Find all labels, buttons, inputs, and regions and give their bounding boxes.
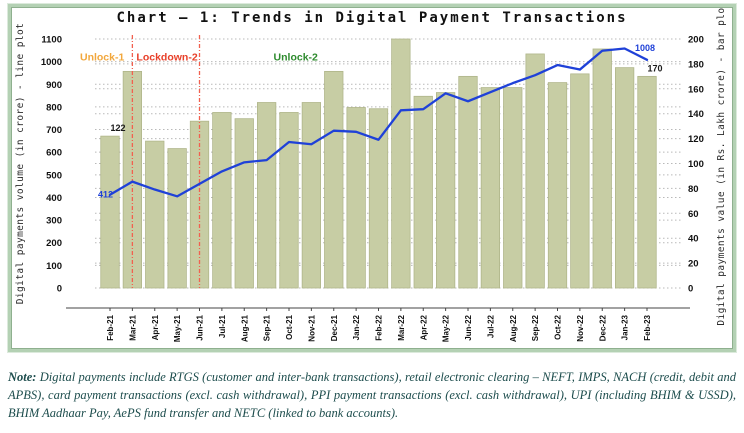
x-tick-Jul-21: Jul-21: [218, 314, 227, 338]
x-tick-Apr-21: Apr-21: [151, 314, 160, 340]
bar-Mar-22: [391, 38, 411, 289]
right-tick-40: 40: [688, 234, 699, 245]
x-tick-Mar-21: Mar-21: [128, 314, 137, 340]
point-label-122: 122: [110, 123, 125, 133]
phase-label-unlock-1: Unlock-1: [80, 52, 125, 64]
bar-Oct-22: [547, 82, 568, 289]
labels: Unlock-1 Lockdown-2 Unlock-2 122 412 1008 170: [80, 43, 663, 200]
bar-Jan-22: [346, 107, 366, 289]
bar-May-22: [436, 92, 456, 289]
left-tick-500: 500: [46, 170, 62, 181]
point-label-1008: 1008: [635, 43, 655, 53]
footnote-label: Note:: [8, 370, 37, 384]
x-tick-Nov-21: Nov-21: [307, 314, 316, 341]
right-axis-title: Digital payments value (in Rs. Lakh cror…: [716, 7, 727, 326]
footnote: Note: Digital payments include RTGS (cus…: [8, 369, 736, 422]
right-tick-200: 200: [688, 35, 704, 46]
axes: Feb-21 Mar-21 Apr-21 May-21 Jun-21 Jul-21 Aug-…: [41, 35, 704, 343]
x-tick-Sep-21: Sep-21: [263, 314, 272, 341]
chart-title: Chart – 1: Trends in Digital Payment Tra…: [116, 10, 627, 26]
bar-Jul-22: [480, 87, 500, 289]
left-tick-100: 100: [46, 261, 62, 272]
x-tick-Sep-22: Sep-22: [531, 314, 540, 341]
x-tick-Jun-22: Jun-22: [464, 314, 473, 340]
left-axis-title: Digital payments volume (in crore) - lin…: [15, 23, 26, 305]
point-label-170: 170: [647, 63, 662, 73]
footnote-text: Digital payments include RTGS (customer …: [8, 370, 736, 420]
x-tick-Aug-21: Aug-21: [240, 314, 249, 342]
bar-May-21: [167, 148, 187, 289]
x-tick-Feb-23: Feb-23: [643, 314, 652, 340]
x-tick-Jan-22: Jan-22: [352, 314, 361, 340]
left-tick-1100: 1100: [41, 35, 62, 46]
x-tick-Mar-22: Mar-22: [397, 314, 406, 340]
right-tick-0: 0: [688, 284, 693, 295]
value-bars: [100, 38, 657, 289]
x-tick-Dec-22: Dec-22: [598, 314, 607, 341]
left-tick-900: 900: [46, 80, 62, 91]
x-tick-May-21: May-21: [173, 314, 182, 342]
chart-panel: Chart – 1: Trends in Digital Payment Tra…: [8, 4, 736, 352]
x-tick-Feb-22: Feb-22: [375, 314, 384, 340]
bar-Apr-21: [145, 140, 165, 289]
x-tick-Jun-21: Jun-21: [196, 314, 205, 340]
left-tick-0: 0: [57, 284, 62, 295]
point-label-412: 412: [98, 190, 113, 200]
right-tick-180: 180: [688, 59, 704, 70]
x-tick-Jan-23: Jan-23: [621, 314, 630, 340]
bar-Apr-22: [413, 95, 433, 289]
bar-Dec-22: [592, 48, 612, 289]
bar-Jan-23: [615, 67, 635, 289]
phase-label-lockdown-2: Lockdown-2: [136, 52, 197, 64]
volume-line-series: [108, 47, 649, 198]
bar-Feb-23: [637, 75, 657, 289]
x-tick-Feb-21: Feb-21: [106, 314, 115, 340]
bar-Aug-21: [234, 118, 254, 289]
lockdown-reference-lines: [131, 35, 201, 288]
left-tick-600: 600: [46, 148, 62, 159]
digital-payments-trend-chart: Chart – 1: Trends in Digital Payment Tra…: [15, 7, 727, 343]
right-tick-140: 140: [688, 109, 704, 120]
left-tick-300: 300: [46, 216, 62, 227]
x-tick-Oct-21: Oct-21: [285, 314, 294, 339]
bar-Nov-22: [570, 73, 590, 289]
bar-Jun-22: [458, 75, 478, 289]
right-tick-80: 80: [688, 184, 699, 195]
x-tick-Jul-22: Jul-22: [486, 314, 495, 338]
volume-line: [108, 47, 649, 198]
right-tick-120: 120: [688, 134, 704, 145]
left-tick-400: 400: [46, 193, 62, 204]
left-tick-200: 200: [46, 238, 62, 249]
bar-Dec-21: [324, 70, 344, 289]
x-tick-May-22: May-22: [442, 314, 451, 342]
left-tick-700: 700: [46, 125, 62, 136]
left-tick-800: 800: [46, 102, 62, 113]
bar-Feb-21: [100, 135, 120, 289]
bar-Feb-22: [368, 108, 389, 289]
phase-label-unlock-2: Unlock-2: [274, 52, 319, 64]
x-tick-Nov-22: Nov-22: [576, 314, 585, 341]
bar-Jul-21: [212, 112, 232, 289]
right-tick-100: 100: [688, 159, 704, 170]
x-tick-Apr-22: Apr-22: [419, 314, 428, 340]
x-tick-Aug-22: Aug-22: [509, 314, 518, 342]
bar-Sep-22: [525, 53, 545, 289]
right-tick-160: 160: [688, 84, 704, 95]
bar-Nov-21: [301, 102, 321, 289]
x-tick-Oct-22: Oct-22: [554, 314, 563, 339]
bar-Sep-21: [257, 102, 277, 289]
right-tick-20: 20: [688, 259, 699, 270]
bar-Aug-22: [503, 87, 523, 289]
left-tick-1000: 1000: [41, 57, 62, 68]
bar-Oct-21: [279, 112, 299, 289]
x-tick-Dec-21: Dec-21: [330, 314, 339, 341]
right-tick-60: 60: [688, 209, 699, 220]
